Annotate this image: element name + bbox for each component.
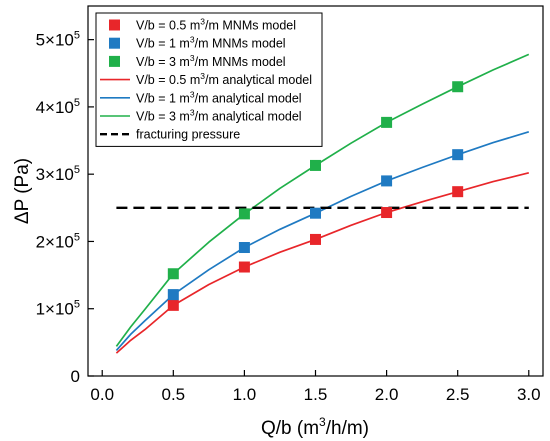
legend-label-text: V/b = 1 m	[136, 37, 190, 51]
legend-label-superscript: 3	[200, 71, 205, 81]
legend-label: V/b = 3 m3/m MNMs model	[136, 53, 286, 69]
x-tick-label: 0.0	[90, 385, 114, 404]
y-tick-mantissa: 1×10	[36, 300, 74, 319]
legend-marker	[109, 37, 120, 49]
x-tick-label: 2.5	[446, 385, 470, 404]
x-axis-label: Q/b (m3/h/m)	[261, 415, 369, 439]
legend-label-text: /m analytical model	[205, 73, 312, 87]
legend-label-text: V/b = 0.5 m	[136, 19, 200, 33]
legend-label: V/b = 1 m3/m analytical model	[136, 89, 302, 105]
legend-label: V/b = 3 m3/m analytical model	[136, 108, 302, 124]
data-point-marker	[167, 299, 179, 311]
data-point-marker	[452, 186, 464, 198]
x-axis: 0.0 0.5 1.0 1.5 2.0 2.5 3.0	[90, 370, 541, 404]
legend-label-superscript: 3	[200, 17, 205, 27]
y-tick-mantissa: 4×10	[36, 98, 74, 117]
legend-label-superscript: 3	[190, 89, 195, 99]
y-tick-label: 4×105	[36, 97, 80, 117]
x-tick-label: 1.0	[233, 385, 257, 404]
data-point-marker	[238, 242, 250, 254]
data-point-marker	[310, 159, 321, 171]
data-point-marker	[310, 207, 321, 219]
analytical-model-line	[115, 130, 530, 351]
x-tick-label: 0.5	[161, 385, 185, 404]
y-axis-label: ΔP (Pa)	[12, 158, 33, 224]
legend-box	[95, 12, 323, 147]
y-tick-label: 3×105	[36, 164, 80, 184]
y-tick-exponent: 5	[74, 30, 80, 42]
data-point-marker	[381, 116, 393, 128]
legend-label: V/b = 0.5 m3/m MNMs model	[136, 17, 296, 33]
legend-marker	[109, 55, 120, 67]
legend-label-text: /m MNMs model	[195, 37, 286, 51]
analytical-model-line	[115, 53, 530, 347]
data-point-marker	[310, 233, 321, 245]
data-series	[115, 53, 530, 354]
y-tick-exponent: 5	[74, 164, 80, 176]
legend-label-text: /m analytical model	[195, 91, 302, 105]
legend-label-superscript: 3	[190, 35, 195, 45]
legend-label-text: /m MNMs model	[195, 55, 286, 69]
y-tick-label: 1×105	[36, 299, 80, 319]
y-tick-mantissa: 3×10	[36, 165, 74, 184]
data-point-marker	[452, 81, 464, 93]
data-point-marker	[238, 261, 250, 273]
y-tick-label: 0	[71, 367, 80, 386]
y-tick-mantissa: 5×10	[36, 31, 74, 50]
legend-label-text: /m analytical model	[195, 110, 302, 124]
x-tick-label: 3.0	[517, 385, 541, 404]
data-point-marker	[381, 175, 393, 187]
y-tick-mantissa: 2×10	[36, 232, 74, 251]
y-tick-label: 2×105	[36, 231, 80, 251]
x-tick-label: 2.0	[375, 385, 399, 404]
x-tick-label: 1.5	[304, 385, 328, 404]
data-point-marker	[167, 268, 179, 280]
legend-label-text: V/b = 3 m	[136, 55, 190, 69]
data-point-marker	[167, 289, 179, 301]
y-tick-exponent: 5	[74, 231, 80, 243]
legend-label-text: V/b = 1 m	[136, 91, 190, 105]
legend-label-superscript: 3	[190, 108, 195, 118]
data-point-marker	[452, 149, 464, 161]
legend-label: V/b = 1 m3/m MNMs model	[136, 35, 286, 51]
legend-label-text: V/b = 0.5 m	[136, 73, 200, 87]
legend-label-text: /m MNMs model	[205, 19, 296, 33]
data-point-marker	[238, 208, 250, 220]
y-tick-label: 5×105	[36, 30, 80, 50]
legend-label-text: V/b = 3 m	[136, 110, 190, 124]
legend-label-text: fracturing pressure	[136, 128, 240, 142]
analytical-model-line	[115, 171, 530, 354]
legend-marker	[109, 19, 120, 31]
legend-label-superscript: 3	[190, 53, 195, 63]
y-tick-exponent: 5	[74, 97, 80, 109]
legend-label: fracturing pressure	[136, 128, 240, 142]
y-tick-exponent: 5	[74, 299, 80, 311]
legend-label: V/b = 0.5 m3/m analytical model	[136, 71, 312, 87]
data-point-marker	[381, 207, 393, 219]
